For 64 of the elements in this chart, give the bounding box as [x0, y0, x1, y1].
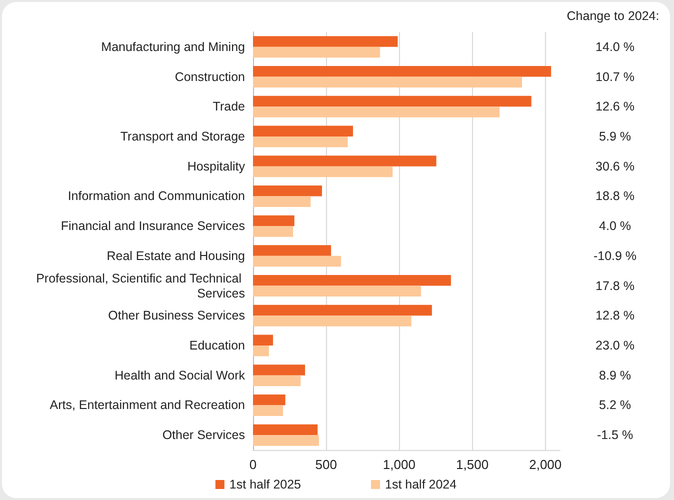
- y-tick-label: Transport and Storage: [120, 130, 246, 144]
- bar: [253, 346, 269, 356]
- bar: [253, 185, 322, 196]
- y-tick-label: Manufacturing and Mining: [101, 40, 246, 54]
- y-tick-label: Education: [189, 338, 246, 352]
- bar: [253, 316, 412, 326]
- y-tick-label: Hospitality: [187, 159, 246, 174]
- y-tick-label: Other Services: [162, 428, 245, 442]
- y-tick-label: Arts, Entertainment and Recreation: [50, 398, 246, 412]
- bar: [253, 66, 552, 77]
- y-tick-label: Construction: [174, 70, 246, 84]
- bar: [253, 304, 432, 316]
- text: 5.2 %: [599, 398, 631, 412]
- bar: [253, 136, 348, 148]
- text: Change to 2024:: [566, 9, 660, 23]
- bar: [253, 96, 532, 107]
- text: 12.8 %: [596, 308, 634, 323]
- y-tick-label: Real Estate and Housing: [106, 248, 246, 263]
- bar: [253, 435, 319, 446]
- text: 23.0 %: [596, 338, 634, 352]
- bar: [253, 46, 380, 58]
- text: 18.8 %: [596, 189, 634, 204]
- text: 17.8 %: [596, 278, 634, 293]
- text: 12.6 %: [596, 100, 634, 114]
- x-tick-label: 1,000: [382, 457, 416, 472]
- bar: [253, 156, 436, 166]
- bar: [253, 256, 342, 267]
- bar: [253, 196, 311, 207]
- bar: [253, 166, 393, 178]
- bar: [253, 405, 283, 416]
- x-tick-label: 500: [315, 457, 337, 472]
- text: 8.9 %: [599, 368, 631, 382]
- y-tick-label: Health and Social Work: [114, 368, 246, 382]
- bar: [253, 36, 398, 47]
- bar: [253, 215, 294, 226]
- bar: [253, 245, 332, 256]
- y-tick-label: Trade: [212, 100, 246, 114]
- y-tick-label: Other Business Services: [108, 308, 245, 323]
- text: -1.5 %: [596, 428, 634, 442]
- legend-label: 1st half 2025: [229, 478, 302, 492]
- text: 5.9 %: [599, 130, 631, 144]
- y-tick-label: Professional, Scientific and Technical Services: [36, 271, 245, 300]
- x-tick-label: 2,000: [529, 457, 562, 472]
- text: -10.9 %: [593, 248, 637, 263]
- bar: [253, 76, 522, 88]
- bar: [253, 364, 306, 376]
- bar: [253, 126, 353, 136]
- bar: [253, 286, 421, 297]
- text: 30.6 %: [596, 159, 634, 174]
- y-tick-label: Information and Communication: [68, 189, 246, 204]
- bar: [253, 375, 301, 386]
- x-tick-label: 1,500: [456, 457, 489, 472]
- bar: [253, 424, 318, 436]
- legend-label: 1st half 2024: [385, 478, 457, 492]
- bar: [253, 394, 286, 406]
- bar: [253, 334, 274, 346]
- x-tick-label: 0: [249, 457, 257, 472]
- bar: [253, 106, 500, 118]
- text: 10.7 %: [596, 70, 634, 84]
- text: 4.0 %: [599, 219, 631, 234]
- bar: [253, 275, 451, 286]
- y-tick-label: Financial and Insurance Services: [60, 219, 245, 234]
- text: 14.0 %: [596, 40, 634, 54]
- bar: [253, 226, 294, 237]
